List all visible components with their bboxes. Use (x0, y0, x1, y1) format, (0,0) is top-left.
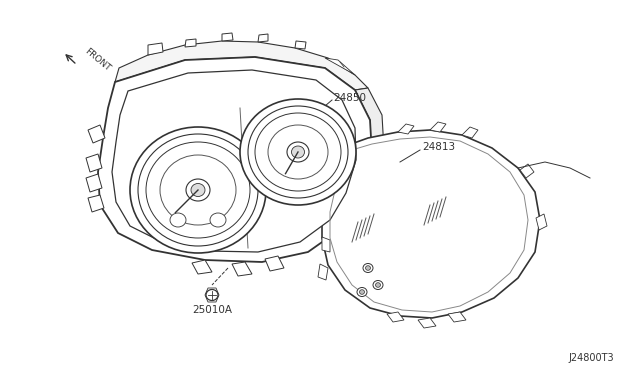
Ellipse shape (186, 179, 210, 201)
Polygon shape (86, 154, 102, 172)
Ellipse shape (206, 289, 218, 301)
Ellipse shape (191, 183, 205, 196)
Polygon shape (148, 43, 163, 55)
Polygon shape (355, 88, 384, 218)
Polygon shape (462, 127, 478, 138)
Text: 24850: 24850 (333, 93, 366, 103)
Polygon shape (430, 122, 446, 132)
Polygon shape (387, 312, 404, 322)
Ellipse shape (287, 142, 309, 162)
Ellipse shape (248, 106, 348, 198)
Text: 24813: 24813 (422, 142, 455, 152)
Polygon shape (348, 210, 367, 230)
Ellipse shape (363, 263, 373, 273)
Polygon shape (520, 164, 534, 178)
Ellipse shape (160, 155, 236, 225)
Polygon shape (265, 256, 284, 271)
Polygon shape (115, 41, 368, 90)
Ellipse shape (291, 146, 305, 158)
Polygon shape (318, 264, 328, 280)
Polygon shape (86, 174, 102, 192)
Ellipse shape (357, 288, 367, 296)
Polygon shape (536, 214, 547, 230)
Polygon shape (88, 195, 104, 212)
Polygon shape (98, 57, 372, 262)
Ellipse shape (360, 290, 365, 294)
Polygon shape (295, 41, 306, 49)
Polygon shape (88, 125, 105, 143)
Ellipse shape (240, 99, 356, 205)
Polygon shape (232, 262, 252, 276)
Polygon shape (322, 237, 330, 252)
Ellipse shape (268, 125, 328, 179)
Polygon shape (398, 124, 414, 134)
Polygon shape (205, 288, 219, 302)
Polygon shape (192, 260, 212, 274)
Ellipse shape (255, 113, 341, 191)
Ellipse shape (365, 266, 371, 270)
Polygon shape (322, 130, 540, 318)
Text: 25010A: 25010A (192, 305, 232, 315)
Ellipse shape (170, 213, 186, 227)
Polygon shape (112, 70, 356, 252)
Ellipse shape (138, 134, 258, 246)
Ellipse shape (210, 213, 226, 227)
Polygon shape (222, 33, 233, 41)
Ellipse shape (373, 280, 383, 289)
Polygon shape (185, 39, 196, 47)
Polygon shape (418, 318, 436, 328)
Text: J24800T3: J24800T3 (568, 353, 614, 363)
Ellipse shape (130, 127, 266, 253)
Ellipse shape (376, 283, 381, 287)
Text: FRONT: FRONT (83, 47, 112, 73)
Ellipse shape (146, 142, 250, 238)
Polygon shape (258, 34, 268, 42)
Polygon shape (325, 58, 355, 75)
Polygon shape (448, 312, 466, 322)
Polygon shape (355, 190, 375, 210)
